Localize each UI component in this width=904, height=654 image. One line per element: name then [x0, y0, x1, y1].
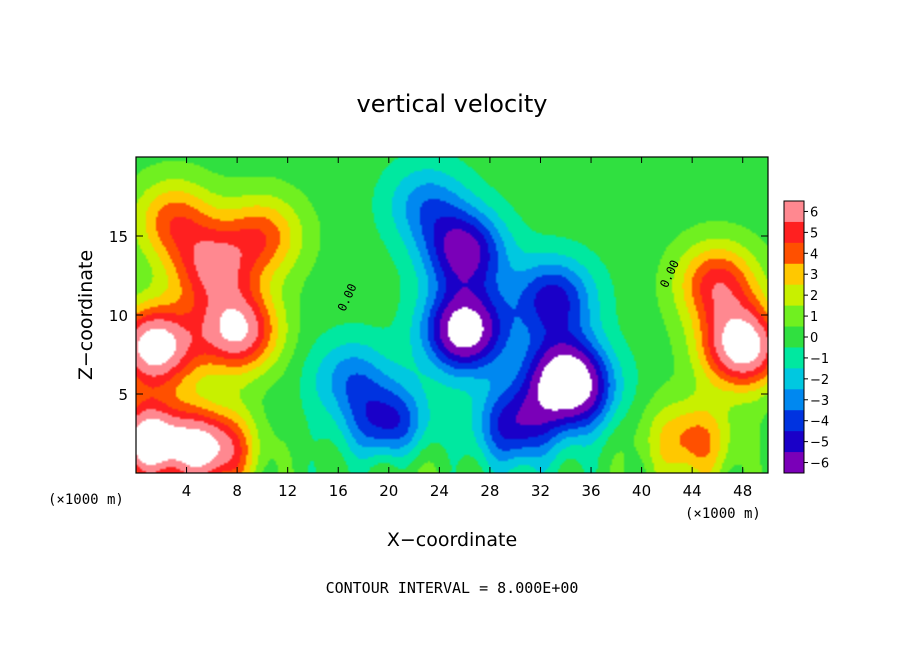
colorbar: 6 5 4 3 2 1 0 −1 −2 −3 −4 −5 −6: [783, 200, 829, 474]
chart-title: vertical velocity: [357, 90, 548, 118]
colorbar-label: 1: [810, 310, 818, 325]
y-axis: 5 10 15: [109, 228, 768, 404]
y-tick-label: 10: [109, 307, 128, 325]
x-tick-label: 4: [182, 482, 192, 500]
x-tick-label: 40: [632, 482, 651, 500]
contour-interval-note: CONTOUR INTERVAL = 8.000E+00: [326, 579, 579, 597]
x-tick-label: 28: [480, 482, 499, 500]
colorbar-label: −4: [810, 415, 829, 430]
x-tick-label: 44: [683, 482, 702, 500]
x-tick-label: 16: [329, 482, 348, 500]
colorbar-label: −5: [810, 436, 829, 451]
colorbar-swatch: [784, 326, 804, 348]
colorbar-swatch: [784, 305, 804, 328]
y-tick-label: 5: [118, 386, 128, 404]
x-axis-label: X−coordinate: [387, 529, 517, 551]
colorbar-swatch: [784, 263, 804, 286]
colorbar-label: 0: [810, 331, 818, 346]
colorbar-swatch: [784, 452, 804, 474]
velocity-field: [136, 157, 768, 473]
colorbar-swatch: [784, 410, 804, 432]
x-unit-label-right: (×1000 m): [685, 506, 761, 522]
y-axis-label: Z−coordinate: [75, 250, 97, 380]
colorbar-label: 3: [810, 268, 818, 283]
x-unit-label-left: (×1000 m): [48, 492, 124, 508]
colorbar-label: 6: [810, 205, 818, 220]
colorbar-label: −3: [810, 394, 829, 409]
colorbar-swatch: [784, 242, 804, 265]
x-tick-label: 8: [232, 482, 242, 500]
plot-area: 0.000.00: [135, 156, 769, 474]
colorbar-swatch: [784, 431, 804, 453]
colorbar-swatch: [784, 284, 804, 307]
colorbar-label: −1: [810, 352, 829, 367]
colorbar-swatch: [784, 347, 804, 369]
x-tick-label: 36: [581, 482, 600, 500]
colorbar-swatch: [784, 368, 804, 390]
colorbar-label: −2: [810, 373, 829, 388]
colorbar-label: −6: [810, 457, 829, 472]
colorbar-swatch: [784, 221, 804, 244]
x-tick-label: 24: [430, 482, 449, 500]
x-tick-label: 12: [278, 482, 297, 500]
colorbar-label: 2: [810, 289, 818, 304]
x-tick-label: 32: [531, 482, 550, 500]
colorbar-swatch: [784, 201, 804, 223]
x-tick-label: 48: [733, 482, 752, 500]
colorbar-label: 4: [810, 247, 818, 262]
x-axis: 4 8 12 16 20 24 28 32 36 40 44 48: [182, 157, 752, 500]
colorbar-swatch: [784, 389, 804, 411]
y-tick-label: 15: [109, 228, 128, 246]
colorbar-label: 5: [810, 226, 818, 241]
x-tick-label: 20: [379, 482, 398, 500]
